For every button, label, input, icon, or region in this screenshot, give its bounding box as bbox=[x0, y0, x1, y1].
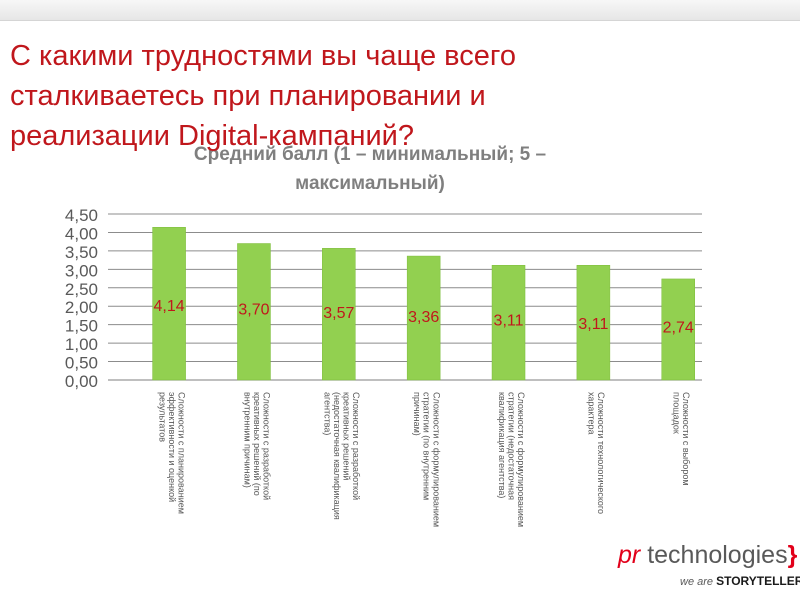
category-label-line: характера bbox=[587, 392, 597, 435]
y-tick-label: 2,00 bbox=[65, 298, 98, 317]
category-label: Сложности с разработкойкреативных решени… bbox=[242, 392, 271, 500]
window-top-bar bbox=[0, 0, 800, 21]
bar bbox=[152, 227, 186, 381]
category-label: Сложности с выборомплощадок bbox=[671, 392, 691, 486]
chart-title: Средний балл (1 – минимальный; 5 – макси… bbox=[193, 144, 547, 194]
category-label-line: Сложности технологического bbox=[596, 392, 606, 514]
category-label-line: причинам) bbox=[412, 392, 422, 436]
category-label-text: Сложности с формулированиемстратегии (не… bbox=[497, 392, 526, 527]
category-label-line: Сложности с выбором bbox=[681, 392, 691, 486]
y-tick-label: 1,00 bbox=[65, 335, 98, 354]
category-label-line: площадок bbox=[671, 392, 681, 434]
bar bbox=[406, 255, 441, 381]
category-label-line: стратегии (недостаточная bbox=[507, 392, 517, 500]
y-tick-label: 0,00 bbox=[65, 372, 98, 391]
y-tick-label: 4,50 bbox=[65, 206, 98, 225]
category-label: Сложности технологическогохарактера bbox=[587, 392, 607, 514]
category-label-line: внутренним причинам) bbox=[242, 392, 252, 488]
logo-brace: } bbox=[787, 541, 798, 569]
bar bbox=[576, 265, 611, 381]
category-label-text: Сложности с выборомплощадок bbox=[671, 392, 691, 486]
y-axis-tick-labels: 0,000,501,001,502,002,503,003,504,004,50 bbox=[65, 206, 98, 391]
category-label-line: креативных решений (по bbox=[252, 392, 262, 496]
y-tick-label: 1,50 bbox=[65, 317, 98, 336]
data-label: 3,57 bbox=[323, 305, 354, 322]
category-label-line: (недостаточная квалификация bbox=[332, 392, 342, 520]
category-label-line: Сложности с формулированием bbox=[516, 392, 526, 527]
category-label-line: Сложности с планированием bbox=[177, 392, 187, 514]
category-label-line: Сложности с разработкой bbox=[351, 392, 361, 500]
category-label: Сложности с формулированиемстратегии (по… bbox=[412, 392, 441, 527]
y-tick-label: 3,00 bbox=[65, 261, 98, 280]
category-label-text: Сложности с формулированиемстратегии (по… bbox=[412, 392, 441, 527]
category-label-line: Сложности с разработкой bbox=[262, 392, 272, 500]
category-label: Сложности с формулированиемстратегии (не… bbox=[497, 392, 526, 527]
category-label-line: стратегии (по внутренним bbox=[422, 392, 432, 500]
bar bbox=[661, 278, 695, 381]
bars bbox=[152, 227, 695, 381]
category-label-line: результатов bbox=[157, 392, 167, 442]
category-label: Сложности с планированиемэффективности и… bbox=[157, 392, 186, 514]
data-label: 3,11 bbox=[578, 316, 608, 333]
logo-storytellers-text: STORYTELLERS. bbox=[716, 574, 800, 588]
data-label: 3,11 bbox=[494, 312, 524, 329]
category-label-line: агентства) bbox=[322, 392, 332, 435]
category-label-text: Сложности с разработкойкреативных решени… bbox=[322, 392, 361, 520]
logo-pr-text: pr bbox=[618, 541, 641, 569]
category-label-line: креативных решений bbox=[342, 392, 352, 480]
y-tick-label: 2,50 bbox=[65, 280, 98, 299]
data-labels: 4,14 3,70 3,57 3,36 3,11 3,11 2,74 bbox=[154, 298, 694, 337]
data-label: 3,36 bbox=[408, 309, 439, 326]
y-tick-label: 0,50 bbox=[65, 354, 98, 373]
y-tick-label: 4,00 bbox=[65, 224, 98, 243]
bar bbox=[322, 248, 356, 381]
category-label-line: эффективности и оценкой bbox=[167, 392, 177, 502]
category-label-text: Сложности технологическогохарактера bbox=[587, 392, 607, 514]
bar bbox=[491, 265, 526, 381]
category-label-line: Сложности с формулированием bbox=[431, 392, 441, 527]
bar bbox=[237, 243, 271, 381]
slide-title: С какими трудностями вы чаще всего сталк… bbox=[10, 40, 516, 152]
data-label: 4,14 bbox=[154, 298, 185, 315]
logo-technologies-text: technologies bbox=[647, 541, 788, 569]
logo-wordmark: pr technologies} bbox=[618, 540, 797, 570]
company-logo: pr technologies} we are STORYTELLERS. bbox=[618, 540, 800, 596]
logo-tagline: we are STORYTELLERS. bbox=[680, 574, 800, 589]
category-label-line: квалификация агентства) bbox=[497, 392, 507, 498]
category-label-text: Сложности с разработкойкреативных решени… bbox=[242, 392, 271, 500]
category-labels: Сложности с планированиемэффективности и… bbox=[157, 392, 691, 527]
category-label-text: Сложности с планированиемэффективности и… bbox=[157, 392, 186, 514]
category-label: Сложности с разработкойкреативных решени… bbox=[322, 392, 361, 520]
logo-we-are-text: we are bbox=[680, 576, 714, 588]
y-tick-label: 3,50 bbox=[65, 243, 98, 262]
data-label: 2,74 bbox=[663, 320, 694, 337]
data-label: 3,70 bbox=[238, 302, 269, 319]
gridlines bbox=[108, 213, 702, 381]
